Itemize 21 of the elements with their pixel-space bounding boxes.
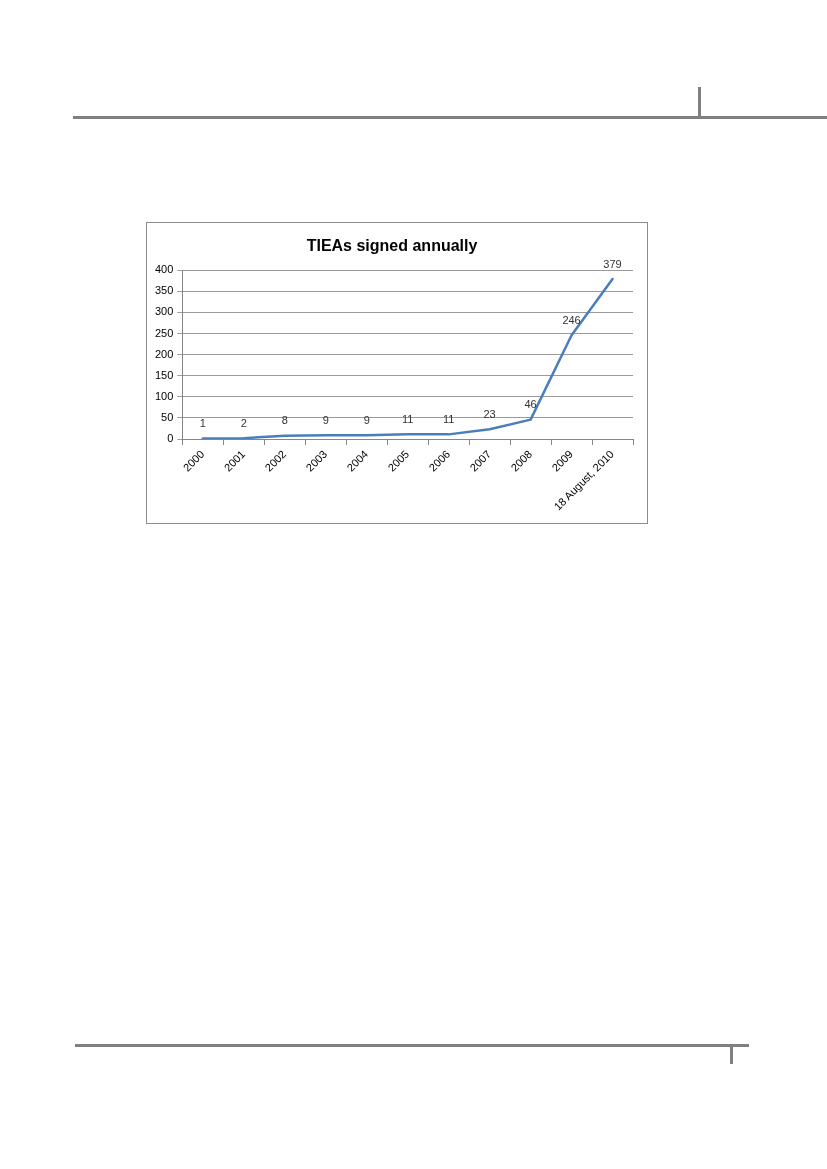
y-tick-label: 200	[154, 347, 174, 360]
data-label: 11	[401, 412, 414, 425]
data-label: 8	[281, 414, 288, 427]
data-label: 2	[240, 416, 247, 429]
data-label: 11	[442, 412, 455, 425]
y-tick-label: 400	[154, 263, 174, 276]
y-tick-label: 350	[154, 284, 174, 297]
y-tick-label: 0	[167, 432, 174, 445]
data-label: 246	[562, 313, 581, 326]
chart-title: TIEAs signed annually	[306, 237, 478, 255]
data-label: 46	[524, 398, 537, 411]
y-tick-label: 150	[154, 368, 174, 381]
y-tick-label: 300	[154, 305, 174, 318]
data-label: 1	[199, 417, 206, 430]
data-label: 379	[603, 257, 622, 270]
y-tick-label: 250	[154, 326, 174, 339]
y-tick-label: 50	[161, 410, 174, 423]
y-tick-label: 100	[154, 389, 174, 402]
data-label: 9	[322, 413, 329, 426]
data-label: 9	[363, 413, 370, 426]
data-label: 23	[483, 407, 496, 420]
